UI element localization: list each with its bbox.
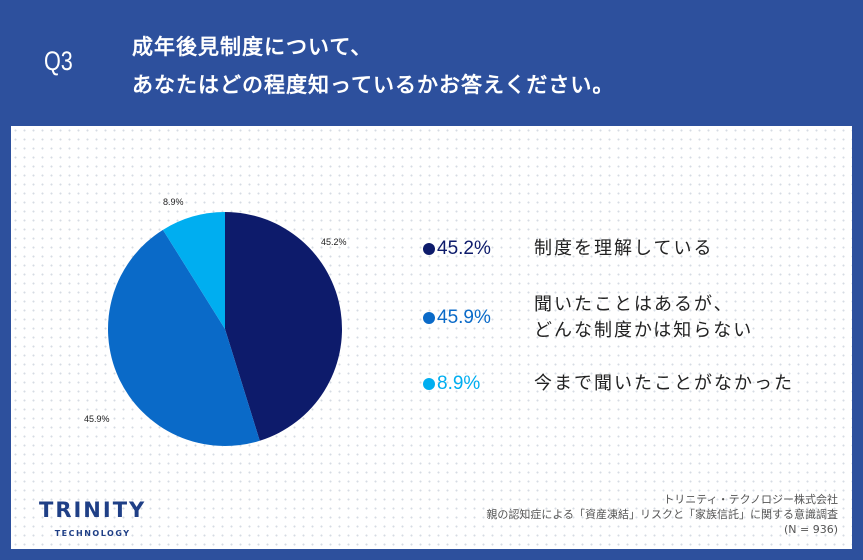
source-note: トリニティ・テクノロジー株式会社 親の認知症による「資産凍結」リスクと「家族信託… [486, 492, 838, 537]
pie-chart [107, 212, 343, 447]
logo-sub: TECHNOLOGY [54, 529, 131, 538]
legend-label: 今まで聞いたことがなかった [534, 373, 794, 394]
legend-item-heard: 45.9% 聞いたことはあるが、 どんな制度かは知らない [423, 292, 753, 344]
logo-main: TRINITY [39, 498, 147, 522]
source-survey: 親の認知症による「資産凍結」リスクと「家族信託」に関する意識調査 [486, 508, 838, 521]
question-number: Q3 [44, 46, 73, 76]
legend-pct: 8.9% [437, 373, 481, 394]
title-line-1: 成年後見制度について、 [132, 35, 373, 59]
legend-dot-icon [423, 243, 435, 255]
source-sample: (N = 936) [783, 523, 838, 536]
pie-slice-heard [107, 229, 260, 447]
pie-label-never: 8.9% [163, 197, 184, 207]
legend-dot-icon [423, 378, 435, 390]
title-line-2: あなたはどの程度知っているかお答えください。 [132, 73, 615, 97]
legend-item-understand: 45.2% 制度を理解している [423, 236, 713, 262]
legend-dot-icon [423, 312, 435, 324]
pie-label-understand: 45.2% [321, 237, 347, 247]
legend-pct: 45.2% [437, 238, 491, 259]
trinity-logo: TRINITY TECHNOLOGY [39, 498, 146, 538]
source-company: トリニティ・テクノロジー株式会社 [663, 493, 838, 506]
legend-pct: 45.9% [437, 307, 491, 328]
pie-label-heard: 45.9% [84, 414, 110, 424]
pie-slice-never [162, 212, 225, 329]
legend-item-never: 8.9% 今まで聞いたことがなかった [423, 371, 794, 397]
legend-label: 制度を理解している [534, 238, 714, 259]
pie-slice-understand [225, 212, 343, 441]
header: Q3 成年後見制度について、 あなたはどの程度知っているかお答えください。 [0, 0, 863, 126]
question-title: 成年後見制度について、 あなたはどの程度知っているかお答えください。 [132, 28, 614, 104]
legend-label: 聞いたことはあるが、 どんな制度かは知らない [534, 294, 754, 341]
chart-panel: 45.2% 45.9% 8.9% 45.2% 制度を理解している 45.9% 聞… [11, 126, 852, 549]
